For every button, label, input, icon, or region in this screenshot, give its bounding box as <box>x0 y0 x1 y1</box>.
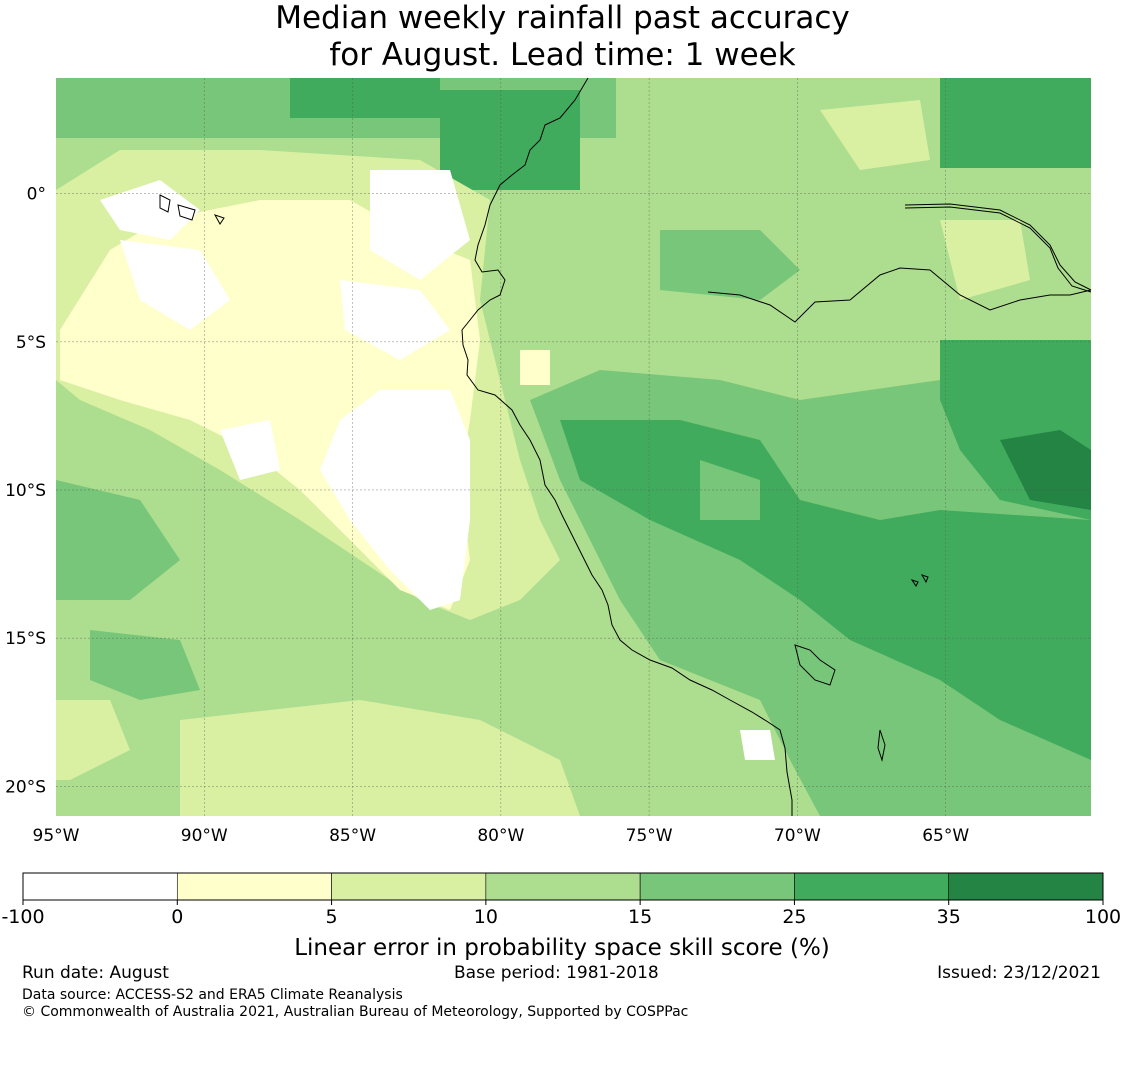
run-date: Run date: August <box>22 963 169 983</box>
skill-region <box>440 90 580 190</box>
longitude-tick-label: 90°W <box>181 826 228 846</box>
map-title: Median weekly rainfall past accuracy for… <box>0 0 1125 74</box>
colorbar-bin <box>948 872 1104 901</box>
longitude-tick-label: 85°W <box>329 826 376 846</box>
colorbar-label: Linear error in probability space skill … <box>294 935 830 960</box>
coastline <box>159 77 1092 816</box>
skill-region <box>120 240 230 330</box>
colorbar-tick-label: 0 <box>171 906 183 928</box>
skill-region <box>520 350 550 385</box>
skill-region <box>56 700 130 780</box>
longitude-tick-label: 95°W <box>33 826 80 846</box>
colorbar-bin <box>331 872 487 901</box>
colorbar-tick-labels: -100 0 5 10 15 25 35 100 <box>1 900 1121 928</box>
longitude-tick-label: 70°W <box>774 826 821 846</box>
skill-region <box>220 420 280 480</box>
colorbar-bin <box>176 872 332 901</box>
skill-region <box>320 390 470 610</box>
copyright-notice: © Commonwealth of Australia 2021, Austra… <box>22 1004 689 1020</box>
longitude-tick-label: 80°W <box>477 826 524 846</box>
colorbar-bin <box>794 872 950 901</box>
skill-score-map: 95°W 90°W 85°W 80°W 75°W 70°W 65°W 0° 5°S 10°S 15… <box>5 77 1092 846</box>
skill-region <box>340 280 450 360</box>
colorbar-bin <box>485 872 641 901</box>
title-line-2: for August. Lead time: 1 week <box>329 37 796 73</box>
colorbar-tick-label: 25 <box>782 906 806 928</box>
colorbar-tick-label: 35 <box>937 906 961 928</box>
skill-region <box>820 100 930 170</box>
skill-region <box>940 220 1030 300</box>
skill-region <box>660 230 800 300</box>
colorbar-tick-label: 100 <box>1085 906 1121 928</box>
skill-region <box>180 700 580 816</box>
colorbar-bins <box>22 872 1104 901</box>
colorbar: -100 0 5 10 15 25 35 100 Linear error in probab… <box>1 872 1121 960</box>
graticule <box>56 78 1091 816</box>
latitude-tick-label: 5°S <box>16 333 46 353</box>
skill-region <box>740 730 775 760</box>
latitude-tick-labels: 0° 5°S 10°S 15°S 20°S <box>5 185 46 798</box>
skill-region <box>370 170 470 280</box>
colorbar-bin <box>639 872 795 901</box>
colorbar-tick-label: 5 <box>326 906 338 928</box>
title-line-1: Median weekly rainfall past accuracy <box>275 0 850 36</box>
skill-region <box>90 630 200 700</box>
longitude-tick-labels: 95°W 90°W 85°W 80°W 75°W 70°W 65°W <box>33 826 970 846</box>
skill-region <box>940 78 1091 168</box>
latitude-tick-label: 0° <box>27 185 46 205</box>
latitude-tick-label: 10°S <box>5 481 46 501</box>
colorbar-tick-label: -100 <box>1 906 44 928</box>
latitude-tick-label: 15°S <box>5 629 46 649</box>
longitude-tick-label: 65°W <box>922 826 969 846</box>
skill-region <box>560 420 1091 760</box>
map-field <box>56 78 1091 816</box>
colorbar-tick-label: 10 <box>474 906 498 928</box>
latitude-tick-label: 20°S <box>5 777 46 797</box>
skill-region <box>56 480 180 600</box>
longitude-tick-label: 75°W <box>626 826 673 846</box>
issued-date: Issued: 23/12/2021 <box>937 963 1101 983</box>
data-source: Data source: ACCESS-S2 and ERA5 Climate … <box>22 987 403 1003</box>
colorbar-tick-label: 15 <box>628 906 652 928</box>
skill-region <box>290 78 440 118</box>
colorbar-bin <box>22 872 178 901</box>
colorbar-frame <box>22 872 1104 901</box>
skill-region <box>100 180 200 240</box>
base-period: Base period: 1981-2018 <box>454 963 659 983</box>
